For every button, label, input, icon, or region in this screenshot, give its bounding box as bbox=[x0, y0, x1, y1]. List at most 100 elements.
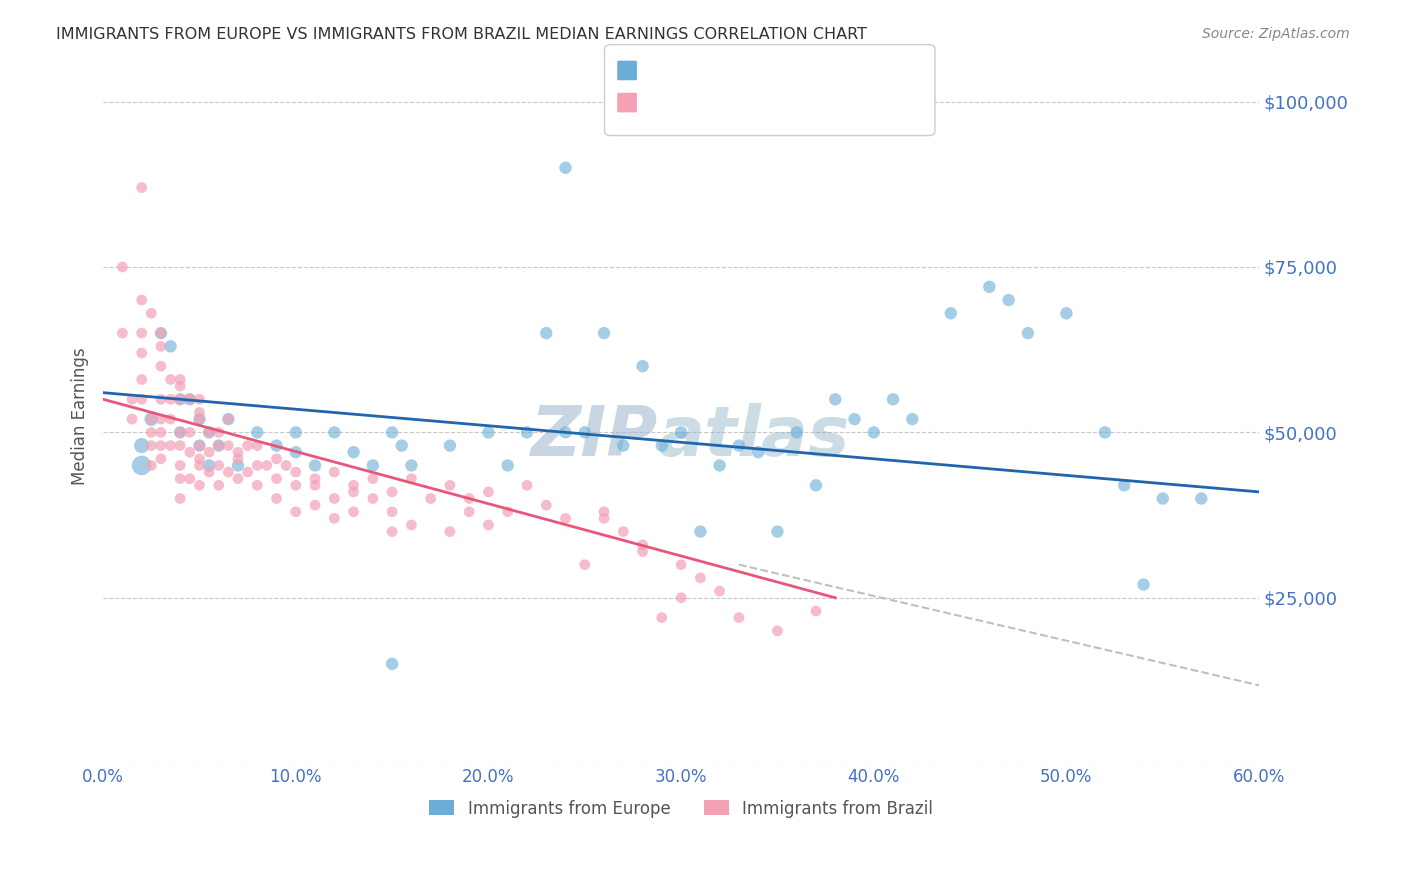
Point bbox=[439, 524, 461, 539]
Point bbox=[149, 359, 172, 374]
Point bbox=[131, 458, 153, 473]
Text: N =: N = bbox=[759, 65, 793, 80]
Point bbox=[766, 524, 789, 539]
Point bbox=[188, 451, 211, 466]
Point bbox=[323, 511, 346, 525]
Point bbox=[141, 439, 163, 453]
Point bbox=[121, 412, 143, 426]
Point bbox=[266, 451, 288, 466]
Point bbox=[342, 478, 364, 492]
Point bbox=[862, 425, 884, 440]
Point bbox=[342, 445, 364, 459]
Point bbox=[179, 392, 201, 407]
Point bbox=[419, 491, 441, 506]
Point bbox=[131, 439, 153, 453]
Point bbox=[169, 392, 191, 407]
Point bbox=[159, 339, 181, 353]
Point bbox=[169, 372, 191, 386]
Point bbox=[997, 293, 1019, 307]
Point bbox=[381, 657, 404, 671]
Point bbox=[141, 425, 163, 440]
Point bbox=[669, 558, 692, 572]
Point bbox=[246, 478, 269, 492]
Point bbox=[401, 518, 423, 533]
Text: ZIP: ZIP bbox=[530, 403, 658, 470]
Point bbox=[131, 326, 153, 340]
Point bbox=[304, 458, 326, 473]
Point bbox=[217, 465, 239, 479]
Point bbox=[516, 478, 538, 492]
Point bbox=[651, 610, 673, 624]
Point bbox=[381, 505, 404, 519]
Point bbox=[149, 326, 172, 340]
Point bbox=[669, 591, 692, 605]
Point bbox=[149, 425, 172, 440]
Point bbox=[149, 451, 172, 466]
Point bbox=[217, 412, 239, 426]
Point bbox=[198, 445, 221, 459]
Point bbox=[188, 478, 211, 492]
Point bbox=[612, 439, 634, 453]
Point bbox=[786, 425, 808, 440]
Point bbox=[554, 161, 576, 175]
Point bbox=[169, 491, 191, 506]
Point bbox=[361, 458, 384, 473]
Point bbox=[131, 180, 153, 194]
Text: R =: R = bbox=[644, 65, 678, 80]
Point bbox=[236, 465, 259, 479]
Point bbox=[612, 524, 634, 539]
Point bbox=[159, 372, 181, 386]
Point bbox=[236, 439, 259, 453]
Point bbox=[342, 505, 364, 519]
Point bbox=[1094, 425, 1116, 440]
Text: N =: N = bbox=[759, 97, 793, 112]
Point bbox=[276, 458, 298, 473]
Y-axis label: Median Earnings: Median Earnings bbox=[72, 347, 89, 484]
Point bbox=[284, 478, 307, 492]
Point bbox=[593, 505, 616, 519]
Point bbox=[159, 412, 181, 426]
Point bbox=[689, 524, 711, 539]
Point bbox=[111, 260, 134, 274]
Point bbox=[304, 472, 326, 486]
Text: atlas: atlas bbox=[658, 403, 851, 470]
Point bbox=[361, 491, 384, 506]
Point bbox=[141, 458, 163, 473]
Point bbox=[304, 498, 326, 512]
Point bbox=[401, 458, 423, 473]
Point bbox=[709, 458, 731, 473]
Point bbox=[536, 326, 558, 340]
Point bbox=[554, 511, 576, 525]
Point bbox=[131, 372, 153, 386]
Point bbox=[747, 445, 769, 459]
Point bbox=[149, 326, 172, 340]
Point bbox=[766, 624, 789, 638]
Point bbox=[304, 478, 326, 492]
Point bbox=[208, 439, 231, 453]
Point bbox=[401, 472, 423, 486]
Point bbox=[574, 425, 596, 440]
Point bbox=[381, 484, 404, 499]
Legend: Immigrants from Europe, Immigrants from Brazil: Immigrants from Europe, Immigrants from … bbox=[423, 793, 939, 824]
Point bbox=[198, 425, 221, 440]
Point bbox=[477, 484, 499, 499]
Point bbox=[381, 524, 404, 539]
Point bbox=[391, 439, 413, 453]
Point bbox=[121, 392, 143, 407]
Point bbox=[361, 472, 384, 486]
Point bbox=[554, 425, 576, 440]
Point bbox=[439, 439, 461, 453]
Point bbox=[131, 346, 153, 360]
Point bbox=[169, 439, 191, 453]
Point bbox=[1054, 306, 1077, 320]
Text: -0.503: -0.503 bbox=[685, 97, 740, 112]
Point bbox=[1189, 491, 1212, 506]
Point bbox=[574, 558, 596, 572]
Point bbox=[159, 439, 181, 453]
Point bbox=[198, 465, 221, 479]
Point bbox=[709, 584, 731, 599]
Point bbox=[169, 425, 191, 440]
Point bbox=[226, 451, 249, 466]
Point bbox=[188, 439, 211, 453]
Text: 61: 61 bbox=[797, 65, 818, 80]
